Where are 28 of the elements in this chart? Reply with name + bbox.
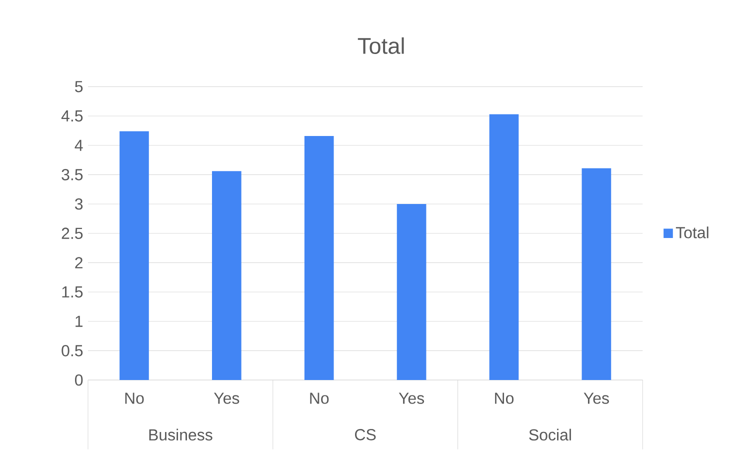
y-tick-label: 4.5 <box>61 110 83 122</box>
x-tick-label: Yes <box>398 392 424 404</box>
y-tick-label: 1.5 <box>62 286 83 298</box>
y-tick-label: 3 <box>75 198 83 210</box>
bar <box>582 168 612 380</box>
bar <box>120 131 149 380</box>
bar <box>304 136 334 380</box>
bar <box>212 171 242 380</box>
text: Social <box>529 428 571 441</box>
y-tick-label: 2 <box>75 257 82 268</box>
y-tick-label: 4 <box>74 140 83 151</box>
x-tick-label: No <box>310 392 329 404</box>
y-tick-label: 3.5 <box>62 169 83 180</box>
bar <box>489 114 519 380</box>
y-tick-label: 0.5 <box>62 345 83 356</box>
text: Business <box>149 428 212 441</box>
y-tick-label: 1 <box>76 316 83 327</box>
y-tick-label: 0 <box>75 374 83 386</box>
x-tick-label: Yes <box>584 392 609 404</box>
x-tick-label: Yes <box>214 392 240 404</box>
y-tick-label: 2.5 <box>62 228 83 239</box>
chart-title: Total <box>358 37 404 54</box>
x-tick-label: No <box>125 392 144 404</box>
x-tick-label: No <box>495 392 514 404</box>
y-tick-label: 5 <box>75 81 83 92</box>
legend-label: Total <box>676 226 708 238</box>
bar <box>396 204 426 380</box>
text: CS <box>355 429 376 440</box>
